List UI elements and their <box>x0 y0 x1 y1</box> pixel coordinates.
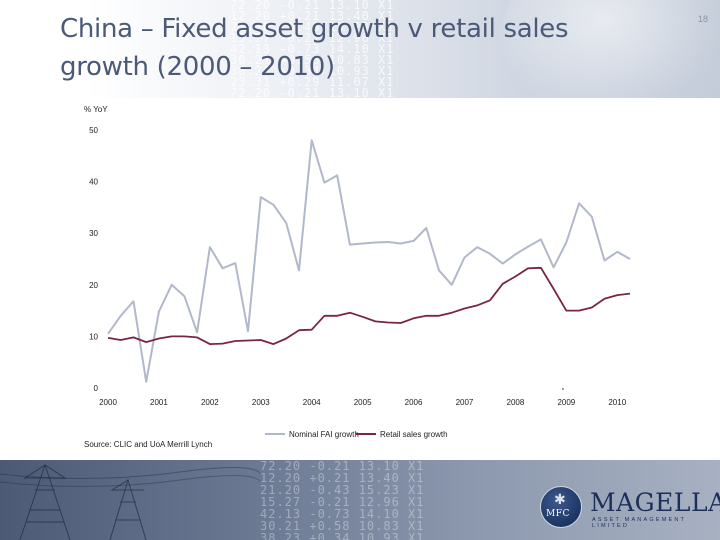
x-tick-label: 2001 <box>150 398 168 407</box>
magellan-logo: ✱ MFC MAGELLAN ASSET MANAGEMENT LIMITED <box>540 486 720 529</box>
y-axis-label: % YoY <box>84 105 108 114</box>
page-number: 18 <box>697 14 708 24</box>
footer-band: 72.20 -0.21 13.10 X1 12.20 +0.21 13.40 X… <box>0 460 720 540</box>
x-tick-label: 2005 <box>354 398 372 407</box>
y-tick-label: 40 <box>89 178 98 187</box>
logo-badge: ✱ MFC <box>540 486 582 528</box>
y-tick-label: 10 <box>89 332 98 341</box>
legend: Nominal FAI growth Retail sales growth <box>265 430 448 439</box>
legend-label: Retail sales growth <box>380 430 448 439</box>
x-tick-label: 2002 <box>201 398 219 407</box>
y-tick-label: 20 <box>89 281 98 290</box>
globe-graphic <box>500 0 720 98</box>
x-tick-label: 2008 <box>507 398 525 407</box>
pylon-graphic <box>0 463 260 540</box>
star-icon: ✱ <box>554 491 566 507</box>
source-note: Source: CLIC and UoA Merrill Lynch <box>84 440 213 449</box>
header-band: 72.20 -0.21 13.10 X1 12.20 +0.21 13.40 X… <box>0 0 720 98</box>
logo-subtitle: ASSET MANAGEMENT LIMITED <box>592 517 686 529</box>
x-tick-label: 2003 <box>252 398 270 407</box>
y-tick-label: 30 <box>89 229 98 238</box>
footer-ticker-background: 72.20 -0.21 13.10 X1 12.20 +0.21 13.40 X… <box>260 460 425 540</box>
y-tick-label: 0 <box>94 384 99 393</box>
logo-name: MAGELLAN <box>590 488 720 517</box>
x-tick-label: 2006 <box>405 398 423 407</box>
series-line-retail-sales <box>107 266 631 346</box>
series-lines <box>107 139 631 383</box>
x-tick-label: 2007 <box>456 398 474 407</box>
stray-dot-marker <box>562 388 564 390</box>
y-tick-label: 50 <box>89 126 98 135</box>
x-tick-labels: 2000 2001 2002 2003 2004 2005 2006 2007 2008 2009… <box>99 398 627 407</box>
slide-title: China – Fixed asset growth v retail sale… <box>60 14 569 82</box>
x-tick-label: 2000 <box>99 398 117 407</box>
y-tick-labels: 0 10 20 30 40 50 <box>89 126 98 393</box>
logo-initials: MFC <box>546 509 570 519</box>
x-tick-label: 2004 <box>303 398 321 407</box>
x-tick-label: 2010 <box>608 398 626 407</box>
legend-label: Nominal FAI growth <box>289 430 359 439</box>
x-tick-label: 2009 <box>557 398 575 407</box>
series-line-nominal-fai <box>107 139 631 383</box>
ticker-background: 72.20 -0.21 13.10 X1 12.20 +0.21 13.40 X… <box>230 0 395 98</box>
